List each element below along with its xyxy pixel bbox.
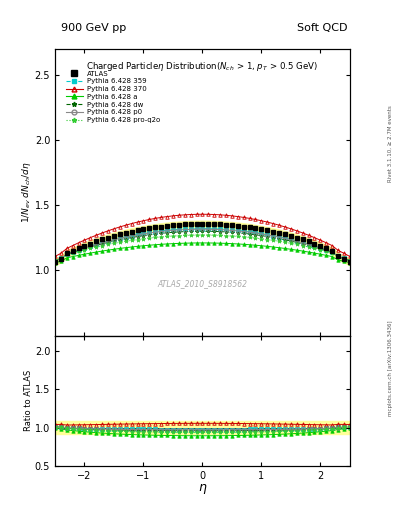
Pythia 6.428 dw (253, 231, 258, 238)
Pythia 6.428 p0 (347, 258, 352, 264)
Pythia 6.428 p0 (118, 236, 122, 242)
Pythia 6.428 359 (141, 230, 146, 237)
Pythia 6.428 359 (271, 232, 275, 239)
Pythia 6.428 pro-q2o (200, 232, 205, 238)
Text: Rivet 3.1.10, ≥ 2.7M events: Rivet 3.1.10, ≥ 2.7M events (388, 105, 393, 182)
ATLAS (118, 231, 122, 238)
Pythia 6.428 359 (253, 229, 258, 236)
Text: Soft QCD: Soft QCD (298, 23, 348, 33)
Pythia 6.428 a (253, 242, 258, 248)
Pythia 6.428 370 (342, 250, 346, 257)
Text: Charged Particle$\eta$ Distribution($N_{ch}$ > 1, $p_T$ > 0.5 GeV): Charged Particle$\eta$ Distribution($N_{… (86, 60, 318, 73)
Pythia 6.428 pro-q2o (53, 257, 57, 263)
Pythia 6.428 370 (271, 221, 275, 227)
ATLAS (53, 259, 57, 265)
Line: Pythia 6.428 pro-q2o: Pythia 6.428 pro-q2o (53, 233, 352, 262)
Pythia 6.428 370 (141, 218, 146, 224)
Pythia 6.428 370 (253, 217, 258, 223)
Pythia 6.428 370 (118, 224, 122, 230)
Pythia 6.428 a (200, 240, 205, 246)
ATLAS (342, 256, 346, 262)
Pythia 6.428 pro-q2o (147, 235, 152, 241)
Line: Pythia 6.428 dw: Pythia 6.428 dw (53, 229, 351, 263)
Pythia 6.428 370 (200, 211, 205, 217)
Pythia 6.428 p0 (271, 233, 275, 239)
Pythia 6.428 pro-q2o (271, 237, 275, 243)
Pythia 6.428 a (347, 260, 352, 266)
Y-axis label: $1/N_{ev}\;dN_{ch}/d\eta$: $1/N_{ev}\;dN_{ch}/d\eta$ (20, 161, 33, 223)
Pythia 6.428 a (141, 243, 146, 249)
Line: Pythia 6.428 a: Pythia 6.428 a (53, 241, 351, 264)
Pythia 6.428 dw (118, 237, 122, 243)
Pythia 6.428 a (342, 258, 346, 264)
Pythia 6.428 p0 (53, 258, 57, 264)
Pythia 6.428 359 (347, 258, 352, 264)
Line: Pythia 6.428 370: Pythia 6.428 370 (53, 212, 351, 258)
ATLAS (347, 259, 352, 265)
Pythia 6.428 370 (147, 217, 152, 223)
Pythia 6.428 dw (141, 232, 146, 239)
Pythia 6.428 pro-q2o (347, 257, 352, 263)
Pythia 6.428 pro-q2o (342, 255, 346, 262)
Pythia 6.428 a (118, 245, 122, 251)
Line: Pythia 6.428 p0: Pythia 6.428 p0 (53, 227, 351, 263)
Pythia 6.428 359 (200, 225, 205, 231)
ATLAS (253, 225, 258, 231)
Pythia 6.428 359 (147, 229, 152, 236)
Pythia 6.428 370 (347, 253, 352, 260)
Pythia 6.428 dw (147, 231, 152, 238)
Pythia 6.428 dw (347, 258, 352, 264)
Pythia 6.428 359 (118, 235, 122, 241)
Pythia 6.428 370 (53, 253, 57, 260)
Pythia 6.428 pro-q2o (141, 236, 146, 242)
Pythia 6.428 p0 (253, 230, 258, 236)
Text: 900 GeV pp: 900 GeV pp (61, 23, 126, 33)
ATLAS (200, 221, 205, 227)
Pythia 6.428 dw (342, 255, 346, 262)
Text: mcplots.cern.ch [arXiv:1306.3436]: mcplots.cern.ch [arXiv:1306.3436] (388, 321, 393, 416)
Pythia 6.428 dw (271, 234, 275, 241)
Pythia 6.428 a (271, 244, 275, 250)
Pythia 6.428 pro-q2o (118, 239, 122, 245)
Pythia 6.428 359 (53, 258, 57, 264)
Pythia 6.428 a (147, 242, 152, 248)
Y-axis label: Ratio to ATLAS: Ratio to ATLAS (24, 370, 33, 431)
ATLAS (147, 225, 152, 231)
Pythia 6.428 dw (53, 258, 57, 264)
Pythia 6.428 359 (342, 255, 346, 262)
X-axis label: $\eta$: $\eta$ (198, 482, 207, 496)
ATLAS (271, 228, 275, 234)
Pythia 6.428 p0 (141, 231, 146, 237)
Line: ATLAS: ATLAS (53, 222, 352, 264)
Pythia 6.428 p0 (147, 230, 152, 236)
Line: Pythia 6.428 359: Pythia 6.428 359 (53, 227, 351, 263)
Legend: ATLAS, Pythia 6.428 359, Pythia 6.428 370, Pythia 6.428 a, Pythia 6.428 dw, Pyth: ATLAS, Pythia 6.428 359, Pythia 6.428 37… (64, 69, 161, 124)
Text: ATLAS_2010_S8918562: ATLAS_2010_S8918562 (157, 280, 248, 288)
ATLAS (141, 226, 146, 232)
Pythia 6.428 p0 (200, 226, 205, 232)
Pythia 6.428 dw (200, 228, 205, 234)
Pythia 6.428 pro-q2o (253, 235, 258, 241)
Pythia 6.428 a (53, 260, 57, 266)
Pythia 6.428 p0 (342, 255, 346, 262)
